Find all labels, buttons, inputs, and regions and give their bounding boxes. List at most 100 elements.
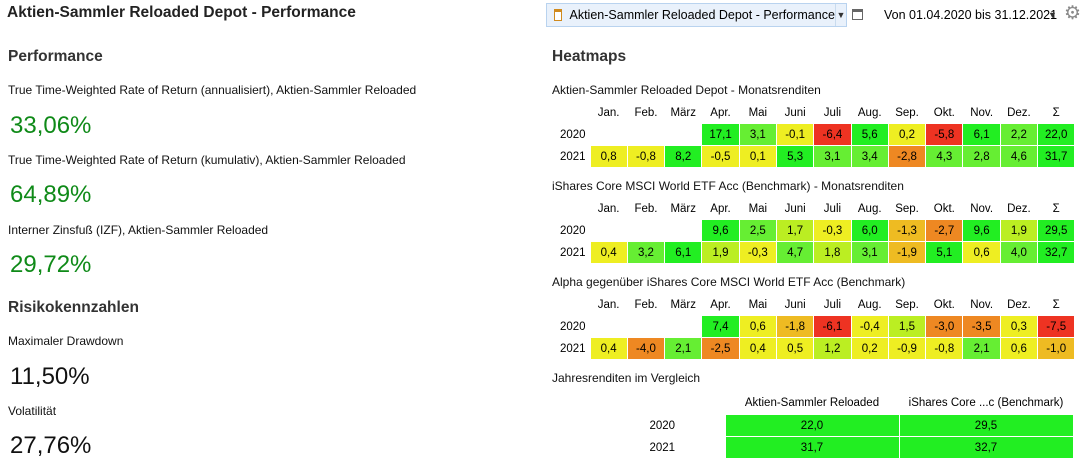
heatmap-cell[interactable]: 3,4: [850, 145, 889, 168]
heatmap-cell[interactable]: [664, 315, 703, 338]
view-selector-dropdown[interactable]: Aktien-Sammler Reloaded Depot - Performa…: [546, 3, 847, 27]
heatmap-cell[interactable]: 0,6: [962, 241, 1001, 264]
heatmap-cell[interactable]: 6,1: [664, 241, 703, 264]
heatmap-cell[interactable]: 4,6: [999, 145, 1039, 168]
heatmap-cell[interactable]: 0,2: [887, 123, 927, 146]
heatmap-cell[interactable]: 7,4: [701, 315, 740, 338]
heatmap-cell[interactable]: 1,9: [999, 219, 1039, 242]
yearly-cell[interactable]: 29,5: [898, 414, 1074, 437]
heatmap-cell[interactable]: -0,8: [626, 145, 666, 168]
heatmap-cell[interactable]: [626, 219, 666, 242]
heatmap-cell[interactable]: -1,9: [887, 241, 927, 264]
heatmap-cell[interactable]: 0,5: [775, 337, 815, 360]
heatmap-cell[interactable]: -6,4: [813, 123, 852, 146]
heatmap-cell[interactable]: 0,6: [738, 315, 777, 338]
heatmap-cell[interactable]: 31,7: [1037, 145, 1076, 168]
heatmap-cell[interactable]: -2,5: [701, 337, 740, 360]
date-range-selector[interactable]: Von 01.04.2020 bis 31.12.2021: [884, 8, 1058, 22]
heatmap-row: 2021 0,4 -4,0 2,1 -2,5 0,4 0,5 1,2 0,2 -0,9 -0,8 2,…: [552, 337, 1076, 360]
heatmap-cell[interactable]: 5,6: [850, 123, 889, 146]
heatmap-cell[interactable]: 0,6: [999, 337, 1039, 360]
heatmap-cell[interactable]: 0,1: [738, 145, 777, 168]
heatmap-header-row: Jan. Feb. März Apr. Mai Juni Juli Aug. Sep. Okt. N…: [552, 102, 1075, 124]
heatmap-cell[interactable]: 0,4: [738, 337, 777, 360]
heatmap-cell[interactable]: 2,2: [999, 123, 1039, 146]
heatmap-cell[interactable]: 0,2: [850, 337, 889, 360]
heatmap-title: Alpha gegenüber iShares Core MSCI World …: [552, 275, 906, 289]
heatmap-cell[interactable]: 9,6: [962, 219, 1001, 242]
heatmap-month-header: Σ: [1052, 106, 1060, 119]
heatmap-cell[interactable]: 1,9: [701, 241, 740, 264]
heatmap-cell[interactable]: 2,1: [664, 337, 703, 360]
heatmap-cell[interactable]: 1,5: [887, 315, 927, 338]
yearly-cell[interactable]: 32,7: [898, 436, 1074, 459]
heatmap-cell[interactable]: 29,5: [1037, 219, 1076, 242]
heatmap-cell[interactable]: [589, 123, 628, 146]
heatmap-cell[interactable]: 6,1: [962, 123, 1001, 146]
heatmap-cell[interactable]: -1,0: [1037, 337, 1076, 360]
heatmap-cell[interactable]: -4,0: [626, 337, 666, 360]
heatmap-cell[interactable]: 1,7: [775, 219, 815, 242]
yearly-cell[interactable]: 22,0: [724, 414, 900, 437]
yearly-corner: [600, 392, 725, 415]
heatmap-cell[interactable]: 0,4: [589, 241, 628, 264]
heatmap-cell[interactable]: -1,3: [887, 219, 927, 242]
heatmap-cell[interactable]: [664, 219, 703, 242]
heatmap-cell[interactable]: [626, 123, 666, 146]
heatmap-cell[interactable]: [589, 219, 628, 242]
heatmap-month-header: Okt.: [933, 106, 955, 119]
heatmap-header-row: Jan. Feb. März Apr. Mai Juni Juli Aug. Sep. Okt. N…: [552, 198, 1075, 220]
heatmap-cell[interactable]: 0,3: [999, 315, 1039, 338]
heatmap-cell[interactable]: 2,1: [962, 337, 1001, 360]
heatmap-cell[interactable]: -3,0: [925, 315, 964, 338]
heatmap-cell[interactable]: -7,5: [1037, 315, 1076, 338]
yearly-cell[interactable]: 31,7: [724, 436, 900, 459]
heatmap-cell[interactable]: 22,0: [1037, 123, 1076, 146]
heatmap-cell[interactable]: 3,1: [738, 123, 777, 146]
heatmap-cell[interactable]: 3,2: [626, 241, 666, 264]
heatmap-cell[interactable]: 6,0: [850, 219, 889, 242]
heatmap-cell[interactable]: [589, 315, 628, 338]
heatmap-cell[interactable]: -0,3: [738, 241, 777, 264]
heatmap-cell[interactable]: -1,8: [775, 315, 815, 338]
heatmap-month-header: Sep.: [895, 106, 919, 119]
heatmap-cell[interactable]: 9,6: [701, 219, 740, 242]
heatmap-cell[interactable]: 4,0: [999, 241, 1039, 264]
heatmap-cell[interactable]: -0,9: [887, 337, 927, 360]
heatmap-cell[interactable]: 5,1: [925, 241, 964, 264]
heatmap-cell[interactable]: 0,8: [589, 145, 628, 168]
heatmap-cell[interactable]: -0,3: [813, 219, 852, 242]
heatmap-cell[interactable]: 4,7: [775, 241, 815, 264]
heatmap-cell[interactable]: -0,1: [775, 123, 815, 146]
window-icon[interactable]: [852, 9, 863, 20]
heatmap-cell[interactable]: 3,1: [850, 241, 889, 264]
heatmap-month-header: Feb.: [634, 202, 658, 215]
heatmap-cell[interactable]: 3,1: [813, 145, 852, 168]
heatmap-cell[interactable]: -6,1: [813, 315, 852, 338]
heatmap-cell[interactable]: 32,7: [1037, 241, 1076, 264]
max-drawdown-label: Maximaler Drawdown: [8, 334, 124, 348]
heatmap-cell[interactable]: 5,3: [775, 145, 815, 168]
heatmap-cell[interactable]: 1,2: [813, 337, 852, 360]
heatmap-cell[interactable]: 1,8: [813, 241, 852, 264]
heatmap-cell[interactable]: -3,5: [962, 315, 1001, 338]
chevron-down-icon[interactable]: ▼: [1048, 10, 1057, 20]
heatmap-cell[interactable]: [664, 123, 703, 146]
heatmap-cell[interactable]: 2,8: [962, 145, 1001, 168]
ttwror-cumulative-label: True Time-Weighted Rate of Return (kumul…: [8, 153, 406, 167]
chevron-down-icon[interactable]: ▼: [834, 4, 846, 26]
heatmap-cell[interactable]: 17,1: [701, 123, 740, 146]
heatmap-cell[interactable]: [626, 315, 666, 338]
heatmap-cell[interactable]: -2,7: [925, 219, 964, 242]
heatmap-month-header: Nov.: [970, 202, 994, 215]
heatmap-cell[interactable]: 2,5: [738, 219, 777, 242]
heatmap-cell[interactable]: -5,8: [925, 123, 964, 146]
heatmap-cell[interactable]: 8,2: [664, 145, 703, 168]
heatmap-cell[interactable]: -2,8: [887, 145, 927, 168]
heatmap-cell[interactable]: -0,5: [701, 145, 740, 168]
gear-icon[interactable]: ⚙: [1064, 3, 1082, 24]
heatmap-cell[interactable]: -0,8: [925, 337, 964, 360]
heatmap-cell[interactable]: 4,3: [925, 145, 964, 168]
heatmap-cell[interactable]: -0,4: [850, 315, 889, 338]
heatmap-cell[interactable]: 0,4: [589, 337, 628, 360]
